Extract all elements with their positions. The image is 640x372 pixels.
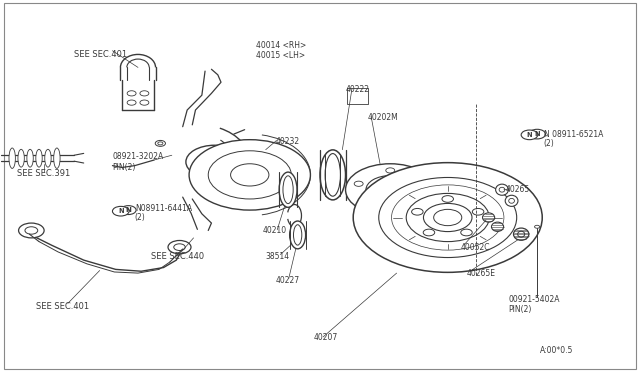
Ellipse shape [27, 149, 33, 167]
Circle shape [534, 225, 540, 228]
Text: SEE SEC.391: SEE SEC.391 [17, 169, 70, 177]
Circle shape [158, 142, 163, 145]
Text: N08911-6441A: N08911-6441A [135, 204, 192, 213]
Text: 40052C: 40052C [461, 243, 490, 251]
Text: N: N [125, 207, 131, 213]
Ellipse shape [499, 187, 505, 192]
Circle shape [19, 223, 44, 238]
Circle shape [173, 244, 185, 250]
Circle shape [405, 203, 414, 208]
Circle shape [380, 183, 390, 189]
Circle shape [417, 181, 426, 186]
Text: 38514: 38514 [266, 252, 290, 261]
Text: SEE SEC.401: SEE SEC.401 [36, 302, 89, 311]
Text: 00921-5402A
PIN(2): 00921-5402A PIN(2) [508, 295, 560, 314]
Circle shape [25, 227, 38, 234]
Ellipse shape [505, 195, 518, 206]
Ellipse shape [290, 221, 306, 249]
Text: 40265E: 40265E [467, 269, 496, 278]
Circle shape [230, 164, 269, 186]
Circle shape [127, 91, 136, 96]
Text: N: N [118, 208, 124, 214]
Ellipse shape [509, 198, 515, 203]
Ellipse shape [483, 213, 495, 222]
Circle shape [379, 177, 516, 257]
Circle shape [140, 100, 149, 105]
Text: 40202M: 40202M [368, 113, 399, 122]
Circle shape [156, 140, 166, 146]
Circle shape [198, 153, 230, 171]
Circle shape [461, 229, 472, 236]
Text: 40014 <RH>
40015 <LH>: 40014 <RH> 40015 <LH> [256, 41, 307, 60]
Circle shape [140, 91, 149, 96]
Text: 40227: 40227 [275, 276, 300, 285]
Circle shape [376, 182, 404, 198]
Text: N 08911-6521A: N 08911-6521A [543, 129, 603, 139]
Circle shape [346, 164, 435, 216]
Ellipse shape [45, 149, 51, 167]
Text: 40265: 40265 [505, 185, 529, 194]
Circle shape [442, 196, 454, 202]
Text: SEE SEC.440: SEE SEC.440 [151, 252, 204, 261]
Ellipse shape [36, 149, 42, 167]
Circle shape [186, 145, 243, 179]
Ellipse shape [294, 225, 302, 245]
Text: 40207: 40207 [314, 333, 338, 343]
Ellipse shape [54, 148, 60, 169]
Circle shape [353, 163, 542, 272]
Circle shape [113, 206, 129, 216]
Text: (2): (2) [135, 213, 145, 222]
Ellipse shape [279, 172, 297, 207]
Circle shape [386, 168, 395, 173]
Circle shape [366, 203, 375, 208]
Ellipse shape [451, 182, 464, 198]
Circle shape [121, 206, 136, 215]
Ellipse shape [495, 184, 508, 195]
Circle shape [529, 129, 545, 139]
Ellipse shape [9, 148, 15, 169]
Circle shape [366, 176, 415, 204]
Circle shape [423, 229, 435, 236]
Text: 08921-3202A
PIN(2): 08921-3202A PIN(2) [113, 152, 164, 171]
Text: 40210: 40210 [262, 226, 287, 235]
Circle shape [208, 151, 291, 199]
Circle shape [354, 181, 363, 186]
Text: N: N [527, 132, 532, 138]
Text: 40222: 40222 [346, 85, 369, 94]
Circle shape [168, 240, 191, 254]
Ellipse shape [513, 228, 529, 240]
Circle shape [127, 100, 136, 105]
Circle shape [424, 203, 472, 232]
Circle shape [521, 130, 538, 140]
Text: 40232: 40232 [275, 137, 300, 146]
Circle shape [406, 193, 489, 241]
Ellipse shape [492, 222, 504, 231]
Text: (2): (2) [543, 139, 554, 148]
Text: SEE SEC.401: SEE SEC.401 [74, 50, 127, 59]
Circle shape [392, 185, 504, 250]
Ellipse shape [18, 149, 24, 167]
Circle shape [412, 208, 423, 215]
Ellipse shape [283, 176, 293, 203]
Text: A:00*0.5: A:00*0.5 [540, 346, 573, 355]
Ellipse shape [320, 150, 346, 200]
Circle shape [472, 208, 484, 215]
Circle shape [434, 209, 462, 226]
Ellipse shape [518, 231, 525, 237]
Text: N: N [534, 131, 540, 137]
Ellipse shape [325, 154, 340, 196]
Circle shape [189, 140, 310, 210]
